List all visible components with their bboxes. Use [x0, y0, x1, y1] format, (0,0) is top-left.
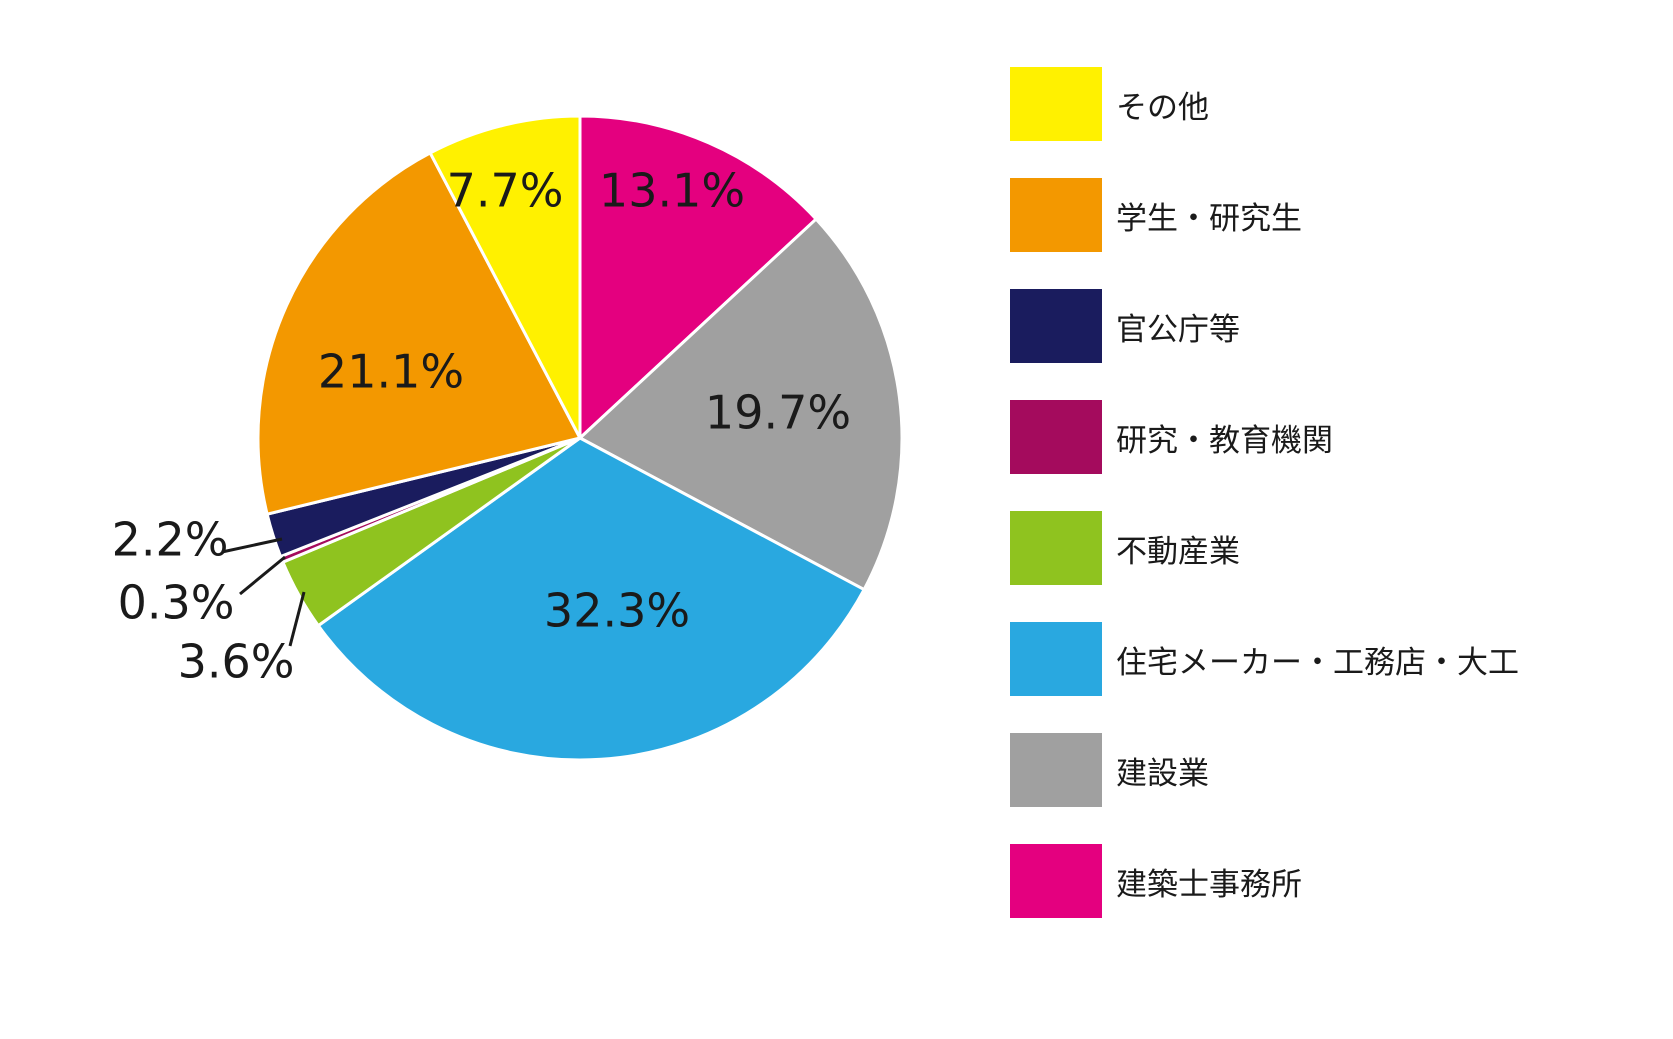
legend-label: 建築士事務所 [1116, 866, 1302, 903]
pie-slice-1 [578, 114, 819, 442]
legend-item: 不動産業 [1010, 511, 1519, 585]
legend-label: 建設業 [1116, 755, 1209, 792]
legend-label: 不動産業 [1116, 533, 1240, 570]
legend-item: その他 [1010, 67, 1519, 141]
slice-label-1: 13.1% [599, 164, 745, 218]
legend-label: 住宅メーカー・工務店・大工 [1116, 644, 1519, 681]
legend-label: その他 [1116, 89, 1209, 126]
legend-item: 官公庁等 [1010, 289, 1519, 363]
legend: その他学生・研究生 官公庁等研究・教育機関 不動産業住宅メーカー・工務店・大工 建設業… [1010, 67, 1519, 955]
legend-swatch [1010, 733, 1102, 807]
legend-item: 住宅メーカー・工務店・大工 [1010, 622, 1519, 696]
slice-label-8: 7.7% [447, 164, 564, 218]
slice-label-2: 19.7% [705, 386, 851, 440]
legend-label: 官公庁等 [1116, 311, 1240, 348]
legend-swatch [1010, 844, 1102, 918]
legend-swatch [1010, 622, 1102, 696]
legend-label: 学生・研究生 [1116, 200, 1302, 237]
slice-label-3: 32.3% [544, 584, 690, 638]
pie-slice-7 [256, 150, 583, 516]
legend-swatch [1010, 178, 1102, 252]
legend-label: 研究・教育機関 [1116, 422, 1333, 459]
legend-swatch [1010, 289, 1102, 363]
percentage-labels: 13.1% 19.7% 32.3% 3.6%0.3% 2.2% 21.1% 7.7% [112, 164, 852, 689]
pie-slices [256, 114, 904, 762]
legend-item: 建設業 [1010, 733, 1519, 807]
legend-item: 研究・教育機関 [1010, 400, 1519, 474]
legend-swatch [1010, 67, 1102, 141]
slice-label-4: 3.6% [178, 635, 295, 689]
slice-label-6: 2.2% [112, 513, 229, 567]
pie-slice-2 [577, 216, 904, 592]
legend-item: 学生・研究生 [1010, 178, 1519, 252]
leader-line-4 [288, 591, 306, 647]
slice-label-5: 0.3% [118, 576, 235, 630]
pie-slice-8 [428, 114, 582, 439]
pie-slice-3 [316, 436, 867, 762]
leader-line-5 [239, 555, 286, 596]
leader-lines [221, 537, 306, 647]
legend-item: 建築士事務所 [1010, 844, 1519, 918]
legend-swatch [1010, 400, 1102, 474]
leader-line-6 [221, 537, 283, 554]
legend-swatch [1010, 511, 1102, 585]
slice-label-7: 21.1% [318, 345, 464, 399]
